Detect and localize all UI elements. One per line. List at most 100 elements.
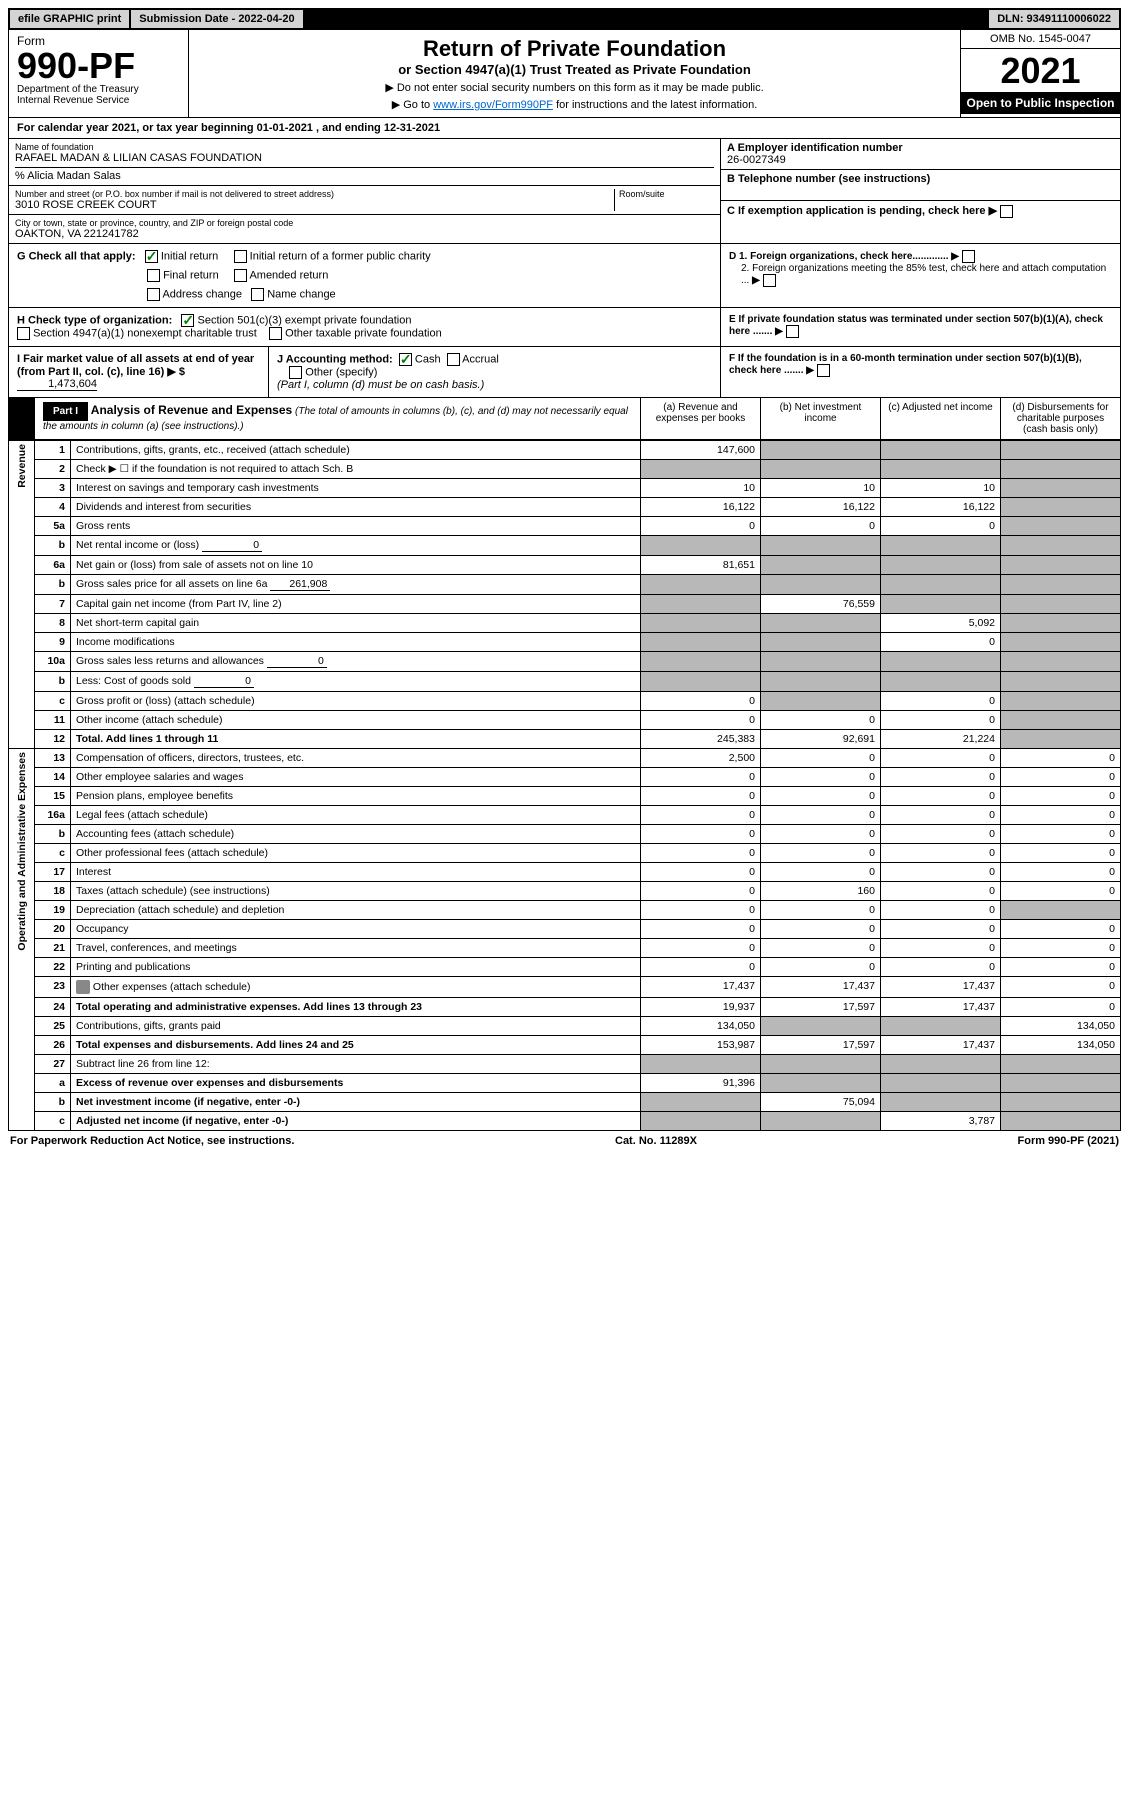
table-cell: 0	[761, 939, 881, 958]
table-row: bLess: Cost of goods sold 0	[9, 672, 1121, 692]
60month-checkbox[interactable]	[817, 364, 830, 377]
table-cell: 0	[761, 768, 881, 787]
table-row: 18Taxes (attach schedule) (see instructi…	[9, 882, 1121, 901]
fmv-cell: I Fair market value of all assets at end…	[9, 347, 269, 397]
line-description: Excess of revenue over expenses and disb…	[71, 1074, 641, 1093]
table-cell	[641, 460, 761, 479]
address-change-checkbox[interactable]	[147, 288, 160, 301]
line-number: 24	[35, 998, 71, 1017]
line-number: b	[35, 575, 71, 595]
street-address: 3010 ROSE CREEK COURT	[15, 199, 614, 211]
exemption-pending-cell: C If exemption application is pending, c…	[721, 201, 1120, 221]
table-cell	[761, 460, 881, 479]
table-cell: 0	[641, 787, 761, 806]
line-number: 8	[35, 614, 71, 633]
line-description: Compensation of officers, directors, tru…	[71, 749, 641, 768]
table-row: 21Travel, conferences, and meetings0000	[9, 939, 1121, 958]
dept-treasury: Department of the Treasury	[17, 84, 180, 95]
table-cell	[1001, 692, 1121, 711]
table-cell: 0	[641, 901, 761, 920]
col-d-header: (d) Disbursements for charitable purpose…	[1000, 398, 1120, 439]
cash-checkbox[interactable]	[399, 353, 412, 366]
line-number: 14	[35, 768, 71, 787]
table-cell: 134,050	[641, 1017, 761, 1036]
table-cell: 17,437	[641, 977, 761, 998]
telephone-cell: B Telephone number (see instructions)	[721, 170, 1120, 201]
table-cell: 0	[761, 844, 881, 863]
g-row-3: Address change Name change	[17, 288, 712, 301]
other-taxable-checkbox[interactable]	[269, 327, 282, 340]
form990pf-link[interactable]: www.irs.gov/Form990PF	[433, 99, 553, 111]
table-cell: 2,500	[641, 749, 761, 768]
table-cell: 0	[641, 768, 761, 787]
section-label: Operating and Administrative Expenses	[9, 749, 35, 1131]
efile-label[interactable]: efile GRAPHIC print	[10, 10, 131, 28]
exemption-checkbox[interactable]	[1000, 205, 1013, 218]
line-description: Depreciation (attach schedule) and deple…	[71, 901, 641, 920]
table-cell	[641, 595, 761, 614]
4947-checkbox[interactable]	[17, 327, 30, 340]
final-return-checkbox[interactable]	[147, 269, 160, 282]
table-cell: 0	[881, 787, 1001, 806]
city-cell: City or town, state or province, country…	[9, 215, 720, 243]
table-cell: 0	[1001, 787, 1121, 806]
initial-return-checkbox[interactable]	[145, 250, 158, 263]
table-cell	[881, 672, 1001, 692]
accrual-checkbox[interactable]	[447, 353, 460, 366]
501c3-checkbox[interactable]	[181, 314, 194, 327]
name-change-checkbox[interactable]	[251, 288, 264, 301]
table-row: 20Occupancy0000	[9, 920, 1121, 939]
line-description: Adjusted net income (if negative, enter …	[71, 1112, 641, 1131]
tax-year: 2021	[961, 49, 1120, 92]
line-number: 4	[35, 498, 71, 517]
table-row: 24Total operating and administrative exp…	[9, 998, 1121, 1017]
submission-date: Submission Date - 2022-04-20	[131, 10, 304, 28]
foreign-85-checkbox[interactable]	[763, 274, 776, 287]
table-cell	[1001, 536, 1121, 556]
table-cell	[1001, 498, 1121, 517]
e-row: E If private foundation status was termi…	[729, 314, 1112, 338]
terminated-checkbox[interactable]	[786, 325, 799, 338]
line-description: Net rental income or (loss) 0	[71, 536, 641, 556]
table-row: 23 Other expenses (attach schedule)17,43…	[9, 977, 1121, 998]
table-row: cOther professional fees (attach schedul…	[9, 844, 1121, 863]
table-cell: 0	[881, 863, 1001, 882]
amended-return-checkbox[interactable]	[234, 269, 247, 282]
table-cell: 0	[1001, 825, 1121, 844]
foreign-org-checkbox[interactable]	[962, 250, 975, 263]
table-cell	[881, 595, 1001, 614]
table-cell: 0	[761, 863, 881, 882]
line-number: 13	[35, 749, 71, 768]
instruction-2: ▶ Go to www.irs.gov/Form990PF for instru…	[195, 98, 954, 111]
table-cell: 0	[881, 958, 1001, 977]
table-cell	[761, 556, 881, 575]
table-cell	[761, 536, 881, 556]
line-description: Contributions, gifts, grants, etc., rece…	[71, 441, 641, 460]
line-number: 16a	[35, 806, 71, 825]
other-method-checkbox[interactable]	[289, 366, 302, 379]
top-bar: efile GRAPHIC print Submission Date - 20…	[8, 8, 1121, 30]
dln-label: DLN: 93491110006022	[989, 10, 1119, 28]
line-number: b	[35, 672, 71, 692]
table-cell: 16,122	[761, 498, 881, 517]
f-row: F If the foundation is in a 60-month ter…	[729, 353, 1112, 377]
table-cell: 0	[641, 692, 761, 711]
line-number: b	[35, 825, 71, 844]
table-cell: 17,597	[761, 998, 881, 1017]
table-cell: 0	[1001, 844, 1121, 863]
col-a-header: (a) Revenue and expenses per books	[640, 398, 760, 439]
table-cell: 17,597	[761, 1036, 881, 1055]
line-number: 27	[35, 1055, 71, 1074]
table-cell	[1001, 460, 1121, 479]
attachment-icon[interactable]	[76, 980, 90, 994]
line-number: c	[35, 844, 71, 863]
table-cell: 0	[881, 517, 1001, 536]
table-cell: 10	[641, 479, 761, 498]
table-row: 5aGross rents000	[9, 517, 1121, 536]
table-cell	[1001, 711, 1121, 730]
initial-former-checkbox[interactable]	[234, 250, 247, 263]
table-cell: 0	[1001, 998, 1121, 1017]
table-cell	[881, 441, 1001, 460]
table-row: bGross sales price for all assets on lin…	[9, 575, 1121, 595]
table-cell	[641, 652, 761, 672]
